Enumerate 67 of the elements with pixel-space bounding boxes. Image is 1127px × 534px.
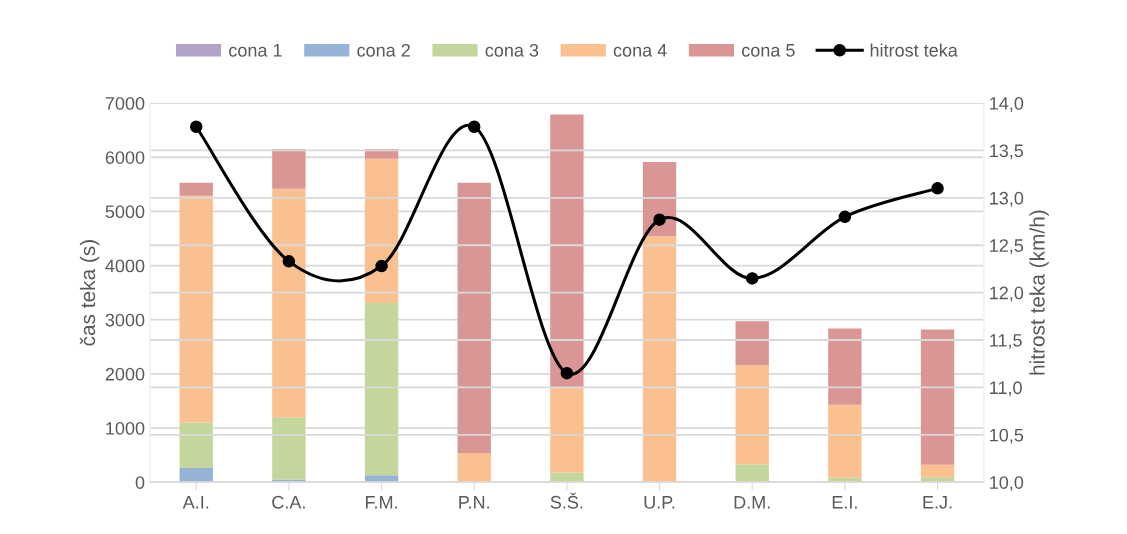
y2-tick-label: 12,5 (990, 239, 1024, 255)
bar (364, 302, 399, 476)
bar (735, 464, 769, 483)
y2-tick-label: 10,0 (990, 476, 1024, 492)
legend-label: cona 4 (613, 44, 667, 57)
x-tick-label: E.J. (923, 496, 952, 509)
x-tick-label: P.N. (459, 496, 489, 509)
bar (920, 329, 955, 465)
y-tick-label: 2000 (105, 367, 145, 381)
x-tick-label: D.M. (734, 496, 770, 509)
point (189, 120, 203, 134)
y2-tick-label: 10,5 (990, 428, 1024, 444)
bar (272, 149, 306, 189)
point (375, 259, 388, 273)
point (467, 120, 481, 134)
point (560, 366, 574, 380)
y-tick-label: 6000 (105, 151, 145, 164)
y2-tick-label: 14,0 (990, 97, 1024, 112)
bar (272, 188, 306, 418)
bar (642, 236, 677, 483)
y2-tick-label: 13,0 (990, 191, 1024, 207)
x-tick-label: C.A. (272, 495, 305, 509)
bar (457, 182, 491, 453)
legend-label: cona 1 (229, 44, 282, 57)
point (931, 182, 944, 195)
x-tick-label: S.Š. (550, 492, 583, 509)
bar (457, 452, 491, 483)
y2-tick-label: 11,0 (990, 381, 1022, 397)
point (745, 272, 759, 285)
y-tick-label: 3000 (105, 313, 145, 327)
bar (550, 472, 584, 483)
legend-label: cona 3 (485, 43, 539, 57)
bar (550, 114, 584, 388)
bar (179, 182, 213, 196)
y-tick-label: 5000 (105, 205, 145, 219)
point (838, 210, 852, 224)
y2-tick-label: 13,5 (990, 144, 1024, 160)
x-tick-label: E.I. (832, 496, 857, 509)
x-tick-label: U.P. (644, 496, 675, 509)
legend-label: cona 5 (742, 44, 795, 57)
bar (179, 468, 213, 483)
bar (550, 387, 584, 473)
bar (364, 158, 399, 303)
bar (179, 195, 213, 423)
y-axis-title: čas teka (s) (79, 240, 100, 346)
y-tick-label: 0 (135, 476, 145, 489)
legend-label: hitrost teka (870, 43, 958, 57)
bar (735, 321, 769, 366)
bar (642, 162, 677, 237)
bar (272, 417, 306, 480)
legend-label: cona 2 (357, 43, 410, 57)
bar (828, 404, 862, 478)
point (653, 213, 666, 226)
x-tick-label: F.M. (365, 496, 397, 509)
x-tick-label: A.I. (182, 496, 209, 509)
y2-tick-label: 11,5 (990, 334, 1022, 349)
bar (364, 149, 399, 159)
bar (179, 422, 213, 469)
y2-tick-label: 12,0 (990, 286, 1024, 302)
y-tick-label: 1000 (106, 421, 145, 435)
bar (735, 365, 769, 465)
bar (828, 328, 862, 405)
y-tick-label: 4000 (105, 259, 145, 273)
bar (920, 464, 955, 478)
point (282, 255, 296, 268)
y2-axis-title: hitrost teka (km/h) (1029, 210, 1049, 375)
y-tick-label: 7000 (105, 97, 145, 110)
